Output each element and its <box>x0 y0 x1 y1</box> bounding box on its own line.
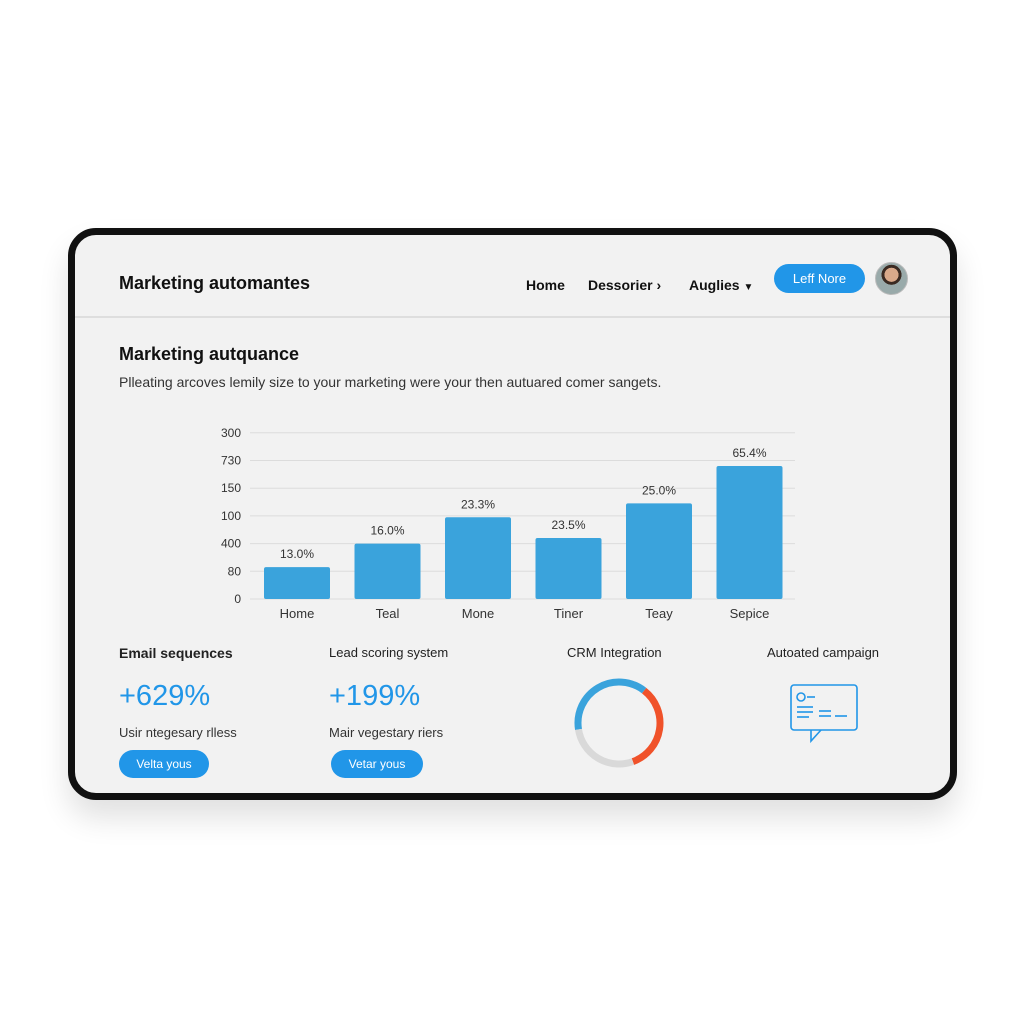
nav-home[interactable]: Home <box>526 277 565 293</box>
donut-chart <box>574 678 664 768</box>
y-tick-label: 730 <box>221 454 241 468</box>
data-label: 23.3% <box>461 497 495 511</box>
nav-dessorier[interactable]: Dessorier › <box>588 277 661 293</box>
page-subtitle: Plleating arcoves lemily size to your ma… <box>119 374 662 390</box>
nav-label: Auglies <box>689 277 740 293</box>
avatar[interactable] <box>875 262 908 295</box>
app-window: Marketing automantes Home Dessorier › Au… <box>68 228 957 800</box>
donut-segment <box>574 678 647 730</box>
card-title: Autoated campaign <box>767 645 880 660</box>
header: Marketing automantes Home Dessorier › Au… <box>75 235 950 318</box>
bar-chart: 0 80 400 100 150 730 300 13.0% Home 16.0% Teal 23.3… <box>221 426 795 621</box>
data-label: 65.4% <box>732 446 766 460</box>
data-label: 25.0% <box>642 483 676 497</box>
bar <box>535 538 602 599</box>
donut-segment <box>631 687 664 765</box>
x-tick-label: Tiner <box>554 606 584 621</box>
y-tick-label: 150 <box>221 481 241 495</box>
card-button[interactable]: Velta yous <box>119 750 209 778</box>
bar <box>354 543 421 599</box>
header-action-button[interactable]: Leff Nore <box>774 264 865 293</box>
bar <box>264 567 330 599</box>
card-title: Email sequences <box>119 645 233 661</box>
nav-auglies-dropdown[interactable]: Auglies ▼ <box>689 277 753 293</box>
x-tick-label: Sepice <box>730 606 770 621</box>
x-tick-label: Teay <box>645 606 673 621</box>
y-tick-label: 100 <box>221 509 241 523</box>
card-caption: Mair vegestary riers <box>329 725 444 740</box>
y-tick-label: 80 <box>228 564 242 578</box>
x-tick-label: Home <box>280 606 315 621</box>
nav-label: Dessorier <box>588 277 653 293</box>
card-title: CRM Integration <box>567 645 662 660</box>
card-button[interactable]: Vetar yous <box>331 750 423 778</box>
chevron-right-icon: › <box>656 277 662 293</box>
x-tick-label: Teal <box>376 606 400 621</box>
card-caption: Usir ntegesary rlless <box>119 725 237 740</box>
bar <box>445 517 511 599</box>
x-tick-label: Mone <box>462 606 495 621</box>
message-document-icon <box>790 684 858 744</box>
data-label: 16.0% <box>370 524 404 538</box>
page-title: Marketing autquance <box>119 344 300 364</box>
y-tick-label: 300 <box>221 426 241 440</box>
app-title: Marketing automantes <box>119 273 311 293</box>
donut-segment <box>575 728 635 768</box>
data-label: 23.5% <box>551 518 585 532</box>
data-label: 13.0% <box>280 547 314 561</box>
caret-down-icon: ▼ <box>743 282 754 293</box>
card-value: +199% <box>329 680 421 712</box>
y-tick-label: 0 <box>234 592 241 606</box>
bar <box>626 503 692 599</box>
y-tick-label: 400 <box>221 537 241 551</box>
card-value: +629% <box>119 680 211 712</box>
bar <box>716 466 783 599</box>
card-title: Lead scoring system <box>329 645 449 660</box>
